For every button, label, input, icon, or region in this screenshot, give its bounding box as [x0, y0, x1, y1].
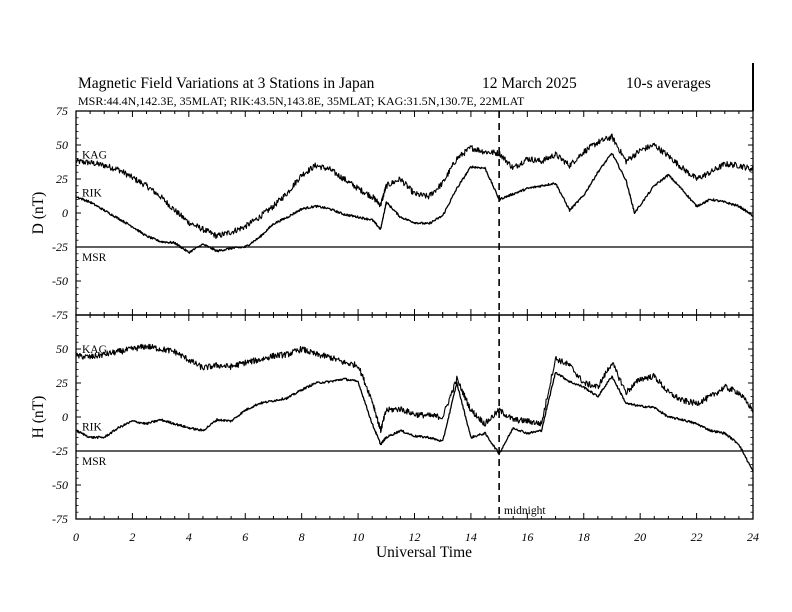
panel-d-ylabel: D (nT) — [30, 192, 47, 235]
y-tick-label: -75 — [52, 512, 68, 526]
y-tick-label: 25 — [56, 376, 68, 390]
series-label-layer: KAG RIK MSR KAG RIK MSR — [82, 149, 107, 468]
chart-date: 12 March 2025 — [482, 75, 577, 92]
x-tick-label: 4 — [186, 530, 192, 544]
series-label-msr: MSR — [82, 456, 107, 468]
x-tick-label: 0 — [73, 530, 79, 544]
x-tick-label: 12 — [409, 530, 421, 544]
x-tick-label: 24 — [747, 530, 759, 544]
panel-h-ylabel: H (nT) — [30, 396, 47, 439]
x-tick-label: 10 — [352, 530, 364, 544]
series-line-kag-h — [75, 343, 754, 434]
chart-title: Magnetic Field Variations at 3 Stations … — [78, 75, 375, 92]
x-axis-label: Universal Time — [376, 544, 472, 561]
y-tick-label: -25 — [52, 240, 68, 254]
y-tick-label: 25 — [56, 172, 68, 186]
x-tick-label: 20 — [634, 530, 646, 544]
y-tick-label: 50 — [56, 342, 68, 356]
series-label-msr: MSR — [82, 252, 107, 264]
series-line-kag-d — [75, 133, 754, 239]
series-label-rik: RIK — [82, 188, 103, 200]
x-tick-label: 18 — [578, 530, 590, 544]
series-label-kag: KAG — [82, 344, 107, 356]
chart-averaging: 10-s averages — [626, 75, 711, 92]
x-tick-label: 16 — [521, 530, 533, 544]
x-tick-label: 8 — [299, 530, 305, 544]
series-label-rik: RIK — [82, 422, 103, 434]
y-tick-label: 0 — [62, 206, 68, 220]
chart-subtitle: MSR:44.4N,142.3E, 35MLAT; RIK:43.5N,143.… — [78, 94, 525, 108]
y-tick-label: 50 — [56, 138, 68, 152]
panel-h-frame — [75, 314, 754, 520]
x-tick-label: 2 — [129, 530, 135, 544]
y-tick-label: 0 — [62, 410, 68, 424]
y-tick-label: -50 — [52, 478, 68, 492]
y-tick-label: -25 — [52, 444, 68, 458]
y-tick-label: 75 — [56, 104, 68, 118]
x-tick-label: 6 — [242, 530, 248, 544]
x-tick-label: 22 — [691, 530, 703, 544]
series-layer — [75, 111, 754, 519]
midnight-annotation: midnight — [504, 505, 546, 517]
series-line-rik-d — [75, 152, 754, 254]
series-label-kag: KAG — [82, 149, 107, 161]
x-tick-label: 14 — [465, 530, 477, 544]
y-tick-label: -50 — [52, 274, 68, 288]
y-tick-label: -75 — [52, 308, 68, 322]
series-line-rik-h — [75, 371, 754, 472]
